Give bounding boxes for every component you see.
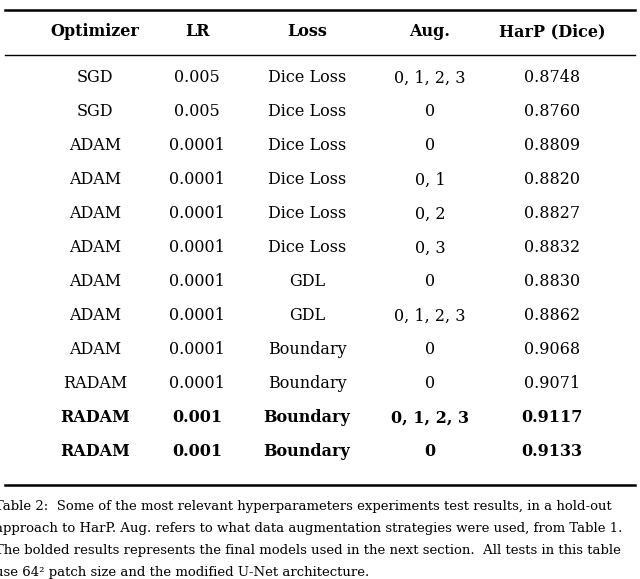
Text: Table 2:  Some of the most relevant hyperparameters experiments test results, in: Table 2: Some of the most relevant hyper… (0, 500, 612, 513)
Text: Dice Loss: Dice Loss (268, 104, 346, 120)
Text: GDL: GDL (289, 273, 325, 291)
Text: 0.0001: 0.0001 (169, 171, 225, 189)
Text: SGD: SGD (77, 69, 113, 86)
Text: 0.0001: 0.0001 (169, 307, 225, 324)
Text: 0.8748: 0.8748 (524, 69, 580, 86)
Text: ADAM: ADAM (69, 273, 121, 291)
Text: RADAM: RADAM (60, 409, 130, 427)
Text: 0: 0 (425, 376, 435, 393)
Text: RADAM: RADAM (63, 376, 127, 393)
Text: Aug.: Aug. (410, 24, 451, 41)
Text: ADAM: ADAM (69, 307, 121, 324)
Text: 0.9071: 0.9071 (524, 376, 580, 393)
Text: approach to HarP. Aug. refers to what data augmentation strategies were used, fr: approach to HarP. Aug. refers to what da… (0, 522, 622, 535)
Text: The bolded results represents the final models used in the next section.  All te: The bolded results represents the final … (0, 544, 621, 557)
Text: 0: 0 (425, 104, 435, 120)
Text: Dice Loss: Dice Loss (268, 69, 346, 86)
Text: 0.0001: 0.0001 (169, 342, 225, 358)
Text: ADAM: ADAM (69, 240, 121, 256)
Text: 0, 2: 0, 2 (415, 206, 445, 222)
Text: 0.8832: 0.8832 (524, 240, 580, 256)
Text: ADAM: ADAM (69, 342, 121, 358)
Text: 0: 0 (424, 444, 436, 460)
Text: 0.001: 0.001 (172, 409, 222, 427)
Text: 0: 0 (425, 342, 435, 358)
Text: SGD: SGD (77, 104, 113, 120)
Text: 0.0001: 0.0001 (169, 273, 225, 291)
Text: 0, 3: 0, 3 (415, 240, 445, 256)
Text: 0.8809: 0.8809 (524, 137, 580, 155)
Text: Loss: Loss (287, 24, 327, 41)
Text: Dice Loss: Dice Loss (268, 171, 346, 189)
Text: Boundary: Boundary (268, 376, 346, 393)
Text: 0, 1: 0, 1 (415, 171, 445, 189)
Text: 0.8827: 0.8827 (524, 206, 580, 222)
Text: GDL: GDL (289, 307, 325, 324)
Text: 0, 1, 2, 3: 0, 1, 2, 3 (391, 409, 469, 427)
Text: Boundary: Boundary (264, 444, 350, 460)
Text: 0, 1, 2, 3: 0, 1, 2, 3 (394, 69, 466, 86)
Text: Dice Loss: Dice Loss (268, 240, 346, 256)
Text: 0.0001: 0.0001 (169, 240, 225, 256)
Text: 0.9117: 0.9117 (522, 409, 582, 427)
Text: ADAM: ADAM (69, 206, 121, 222)
Text: 0.005: 0.005 (174, 104, 220, 120)
Text: HarP (Dice): HarP (Dice) (499, 24, 605, 41)
Text: 0.001: 0.001 (172, 444, 222, 460)
Text: 0.9133: 0.9133 (522, 444, 582, 460)
Text: 0.0001: 0.0001 (169, 206, 225, 222)
Text: ADAM: ADAM (69, 137, 121, 155)
Text: 0.8862: 0.8862 (524, 307, 580, 324)
Text: 0: 0 (425, 273, 435, 291)
Text: Dice Loss: Dice Loss (268, 137, 346, 155)
Text: Boundary: Boundary (264, 409, 350, 427)
Text: Boundary: Boundary (268, 342, 346, 358)
Text: Dice Loss: Dice Loss (268, 206, 346, 222)
Text: LR: LR (185, 24, 209, 41)
Text: Optimizer: Optimizer (51, 24, 140, 41)
Text: ADAM: ADAM (69, 171, 121, 189)
Text: 0.0001: 0.0001 (169, 137, 225, 155)
Text: use 64² patch size and the modified U-Net architecture.: use 64² patch size and the modified U-Ne… (0, 566, 369, 579)
Text: 0, 1, 2, 3: 0, 1, 2, 3 (394, 307, 466, 324)
Text: 0.9068: 0.9068 (524, 342, 580, 358)
Text: 0.0001: 0.0001 (169, 376, 225, 393)
Text: 0.8760: 0.8760 (524, 104, 580, 120)
Text: 0.8830: 0.8830 (524, 273, 580, 291)
Text: 0.005: 0.005 (174, 69, 220, 86)
Text: 0: 0 (425, 137, 435, 155)
Text: RADAM: RADAM (60, 444, 130, 460)
Text: 0.8820: 0.8820 (524, 171, 580, 189)
